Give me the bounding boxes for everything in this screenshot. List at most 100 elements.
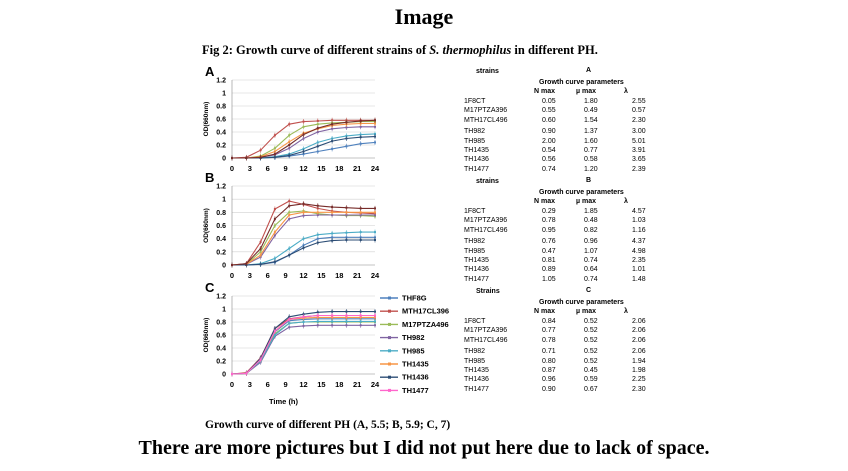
table-panel-b: strains B Growth curve parameters N max µ ma…: [464, 177, 646, 283]
data-point: [331, 123, 334, 126]
data-point: [374, 320, 376, 323]
data-point: [374, 310, 376, 313]
data-point: [359, 122, 362, 125]
data-point: [302, 150, 305, 153]
table-cell-umax: 0.64: [584, 266, 598, 274]
data-point: [273, 234, 276, 237]
x-tick-label: 3: [248, 164, 252, 173]
table-cell-lambda: 2.30: [632, 385, 646, 393]
legend-marker: [388, 309, 391, 313]
data-point: [302, 202, 305, 205]
data-point: [359, 142, 362, 145]
data-point: [302, 313, 305, 316]
data-point: [316, 127, 319, 130]
table-cell-umax: 1.37: [584, 128, 598, 136]
table-cell-umax: 0.59: [584, 376, 598, 384]
data-point: [302, 125, 305, 128]
data-point: [302, 214, 305, 217]
data-point: [345, 314, 348, 317]
data-point: [316, 311, 319, 314]
x-tick-label: 15: [317, 164, 325, 173]
data-point: [259, 250, 262, 253]
x-tick-label: 18: [335, 271, 343, 280]
data-point: [259, 263, 262, 266]
data-point: [331, 239, 334, 242]
legend-marker: [388, 349, 391, 353]
data-point: [302, 324, 305, 327]
x-tick-label: 12: [299, 164, 307, 173]
table-params-label: Growth curve parameters: [539, 299, 624, 306]
data-point: [288, 154, 291, 157]
y-tick-label: 0: [222, 156, 226, 163]
legend-marker: [388, 336, 391, 340]
data-point: [259, 358, 262, 361]
data-point: [359, 207, 362, 210]
table-cell-lambda: 2.06: [632, 318, 646, 325]
data-point: [273, 150, 276, 153]
y-tick-label: 0: [222, 263, 226, 270]
table-cell-strain: TH982: [464, 348, 486, 356]
table-title: C: [586, 287, 592, 294]
data-point: [288, 318, 291, 321]
data-point: [245, 372, 248, 375]
table-cell-strain: TH1435: [464, 257, 489, 264]
data-point: [231, 264, 233, 266]
table-cell-lambda: 1.98: [632, 367, 646, 374]
table-cell-umax: 0.45: [584, 367, 598, 374]
data-point: [374, 213, 376, 216]
data-point: [288, 326, 291, 329]
data-point: [359, 211, 362, 214]
table-cell-lambda: 2.25: [632, 376, 646, 384]
table-cell-umax: 0.52: [584, 318, 598, 325]
y-tick-label: 0.6: [216, 333, 226, 340]
data-point: [288, 140, 291, 143]
table-cell-nmax: 0.71: [542, 348, 556, 356]
figure-title-prefix: Fig 2: Growth curve of different strains…: [202, 43, 430, 57]
figure-title-suffix: in different PH.: [511, 43, 598, 57]
table-cell-strain: TH1436: [464, 156, 489, 164]
data-point: [302, 315, 305, 318]
table-cell-umax: 0.67: [584, 385, 598, 393]
y-tick-label: 0: [222, 372, 226, 379]
table-cell-umax: 0.82: [584, 226, 598, 234]
data-point: [331, 320, 334, 323]
data-point: [316, 150, 319, 153]
data-point: [259, 149, 262, 152]
x-tick-label: 9: [284, 164, 288, 173]
data-point: [345, 231, 348, 234]
data-point: [316, 204, 319, 207]
y-tick-label: 0.4: [216, 236, 226, 243]
table-cell-umax: 0.96: [584, 238, 598, 246]
table-strains-label: strains: [476, 178, 499, 185]
table-cell-strain: TH1435: [464, 367, 489, 374]
y-tick-label: 1: [222, 91, 226, 98]
table-cell-umax: 0.52: [584, 357, 598, 365]
legend-marker: [388, 322, 391, 326]
x-tick-label: 18: [335, 380, 343, 389]
data-point: [245, 157, 248, 159]
data-point: [316, 237, 319, 240]
x-tick-label: 3: [248, 271, 252, 280]
table-cell-umax: 0.77: [584, 147, 598, 154]
table-col-header: µ max: [576, 198, 596, 205]
table-cell-lambda: 5.01: [632, 137, 646, 145]
y-tick-label: 0.8: [216, 320, 226, 327]
data-point: [345, 137, 348, 140]
table-cell-strain: 1F8CT: [464, 98, 486, 105]
data-point: [316, 320, 319, 323]
figure-title-species: S. thermophilus: [429, 43, 512, 57]
x-tick-label: 12: [299, 380, 307, 389]
data-point: [316, 207, 319, 210]
data-point: [316, 119, 319, 122]
x-tick-label: 15: [317, 271, 325, 280]
data-point: [359, 236, 362, 239]
table-col-header: µ max: [576, 308, 596, 315]
table-cell-lambda: 2.06: [632, 327, 646, 335]
table-cell-lambda: 2.39: [632, 165, 646, 173]
chart-panel-c: C 0 0.2 0.4 0.6 0.8 1 1.2 0 3 6 9 12 15 18 21 24 OD(660nm…: [203, 280, 449, 406]
y-tick-label: 1.2: [216, 184, 226, 191]
data-point: [331, 310, 334, 313]
table-cell-nmax: 0.90: [542, 128, 556, 136]
legend-label: TH985: [402, 346, 425, 355]
table-cell-strain: MTH17CL496: [464, 116, 508, 124]
